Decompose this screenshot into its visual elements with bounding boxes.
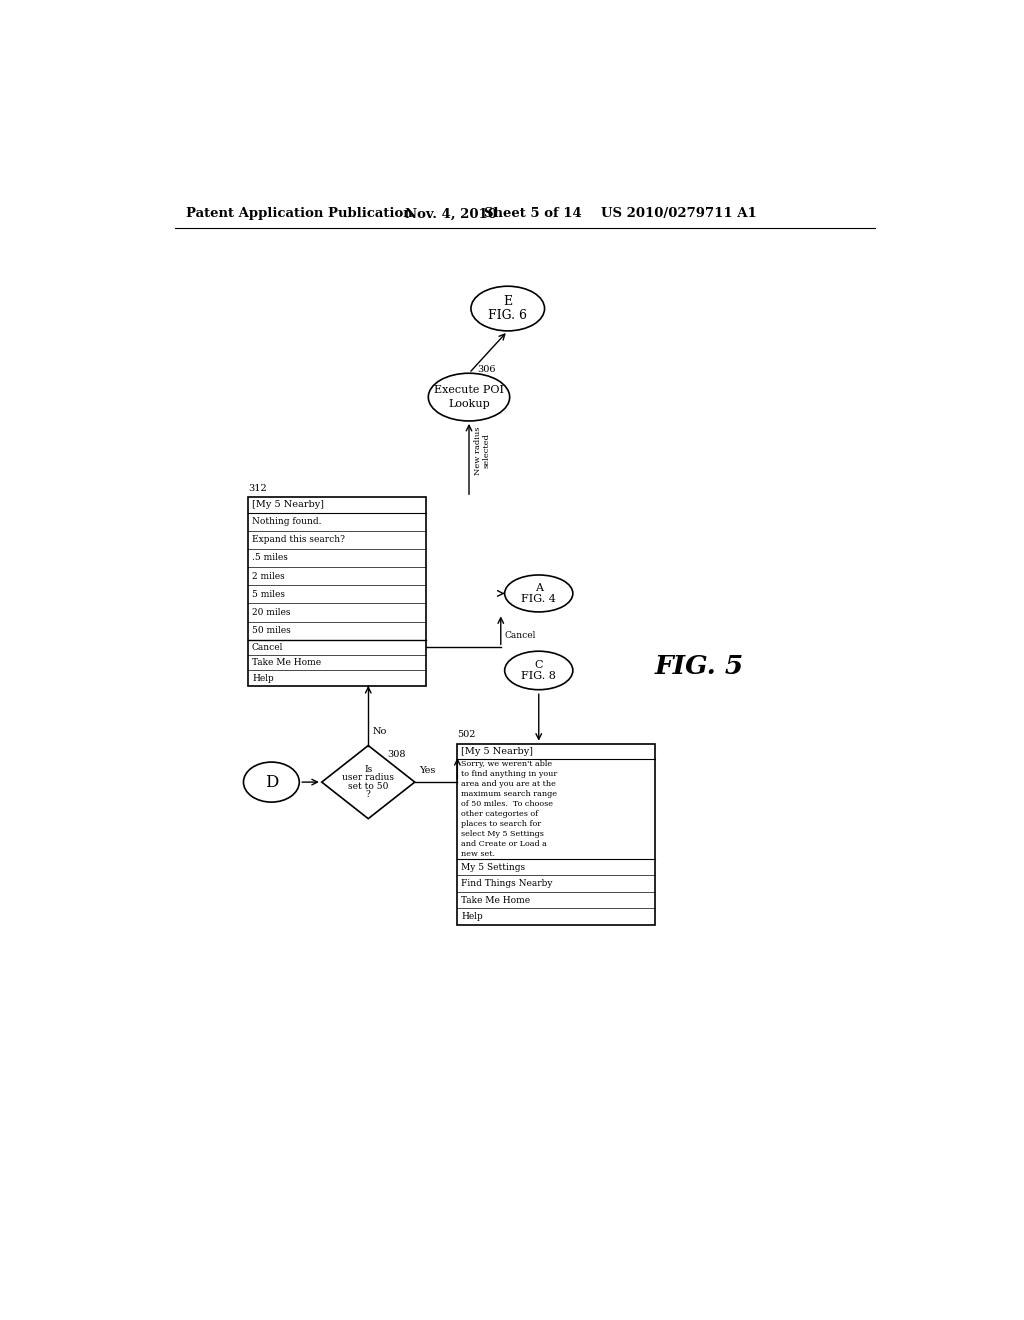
Text: user radius: user radius: [342, 774, 394, 783]
Text: 50 miles: 50 miles: [252, 626, 291, 635]
Text: Take Me Home: Take Me Home: [461, 895, 530, 904]
Text: Nov. 4, 2010: Nov. 4, 2010: [406, 207, 498, 220]
Text: places to search for: places to search for: [461, 820, 542, 828]
Bar: [458, 743, 655, 924]
Text: selected: selected: [483, 433, 490, 469]
Text: set to 50: set to 50: [348, 781, 388, 791]
Text: FIG. 8: FIG. 8: [521, 672, 556, 681]
Text: ?: ?: [366, 791, 371, 800]
Text: Sheet 5 of 14: Sheet 5 of 14: [484, 207, 583, 220]
Text: 312: 312: [248, 484, 267, 494]
Text: 2 miles: 2 miles: [252, 572, 285, 581]
Text: FIG. 5: FIG. 5: [655, 655, 744, 678]
Text: 20 miles: 20 miles: [252, 609, 291, 616]
Text: [My 5 Nearby]: [My 5 Nearby]: [461, 747, 534, 756]
Text: 502: 502: [458, 730, 476, 739]
Text: C: C: [535, 660, 543, 669]
Text: Lookup: Lookup: [449, 399, 489, 409]
Text: E: E: [503, 296, 512, 309]
Text: US 2010/0279711 A1: US 2010/0279711 A1: [601, 207, 757, 220]
Text: [My 5 Nearby]: [My 5 Nearby]: [252, 500, 324, 510]
Text: Nothing found.: Nothing found.: [252, 517, 322, 527]
Text: Patent Application Publication: Patent Application Publication: [186, 207, 413, 220]
Text: .5 miles: .5 miles: [252, 553, 288, 562]
Bar: [248, 498, 426, 686]
Text: Is: Is: [365, 764, 373, 774]
Text: Execute POI: Execute POI: [434, 385, 504, 395]
Text: Cancel: Cancel: [505, 631, 536, 640]
Text: Help: Help: [461, 912, 483, 921]
Text: Help: Help: [252, 673, 273, 682]
Text: 306: 306: [477, 366, 496, 375]
Text: FIG. 6: FIG. 6: [488, 309, 527, 322]
Text: Sorry, we weren't able: Sorry, we weren't able: [461, 760, 552, 768]
Text: 5 miles: 5 miles: [252, 590, 285, 599]
Text: D: D: [264, 774, 279, 791]
Text: new set.: new set.: [461, 850, 496, 858]
Text: of 50 miles.  To choose: of 50 miles. To choose: [461, 800, 553, 808]
Text: to find anything in your: to find anything in your: [461, 770, 557, 777]
Text: Take Me Home: Take Me Home: [252, 659, 322, 667]
Text: select My 5 Settings: select My 5 Settings: [461, 830, 544, 838]
Text: area and you are at the: area and you are at the: [461, 780, 556, 788]
Text: Cancel: Cancel: [252, 643, 284, 652]
Text: FIG. 4: FIG. 4: [521, 594, 556, 605]
Text: maximum search range: maximum search range: [461, 791, 557, 799]
Text: and Create or Load a: and Create or Load a: [461, 840, 547, 847]
Text: 308: 308: [388, 751, 407, 759]
Text: My 5 Settings: My 5 Settings: [461, 863, 525, 871]
Text: Expand this search?: Expand this search?: [252, 536, 345, 544]
Text: Yes: Yes: [419, 766, 435, 775]
Text: No: No: [372, 727, 386, 737]
Text: A: A: [535, 583, 543, 593]
Text: New radius: New radius: [474, 426, 482, 475]
Text: Find Things Nearby: Find Things Nearby: [461, 879, 553, 888]
Text: other categories of: other categories of: [461, 810, 539, 818]
